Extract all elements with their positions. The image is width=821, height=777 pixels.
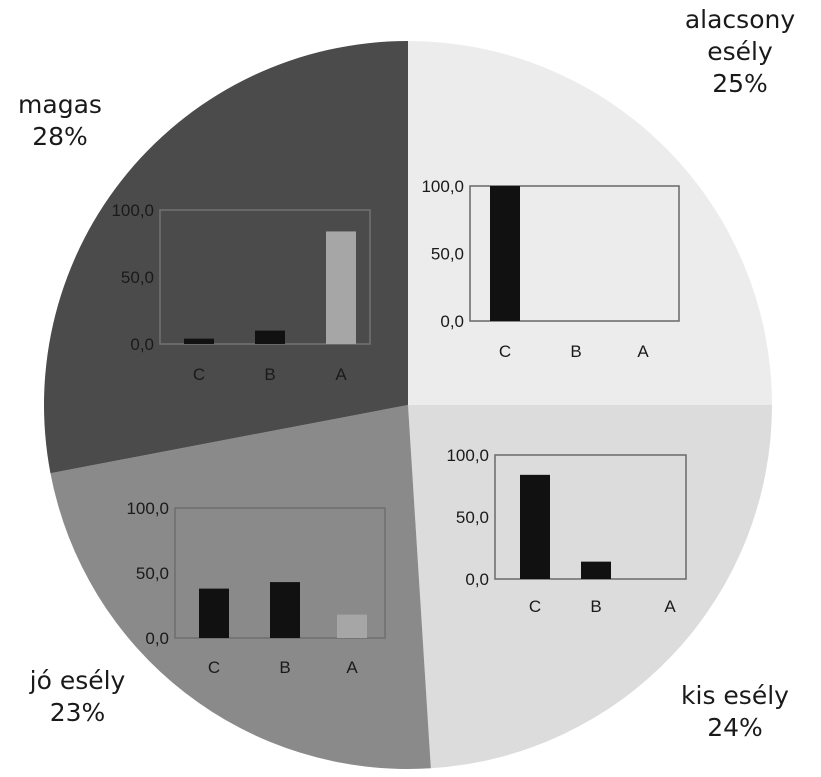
pie-slice-kis xyxy=(408,405,772,769)
y-tick-label: 100,0 xyxy=(111,201,154,220)
slice-label-line: magas xyxy=(18,90,102,119)
slice-label-line: kis esély xyxy=(681,681,789,710)
x-category-label: B xyxy=(264,365,275,384)
pie-slices xyxy=(43,41,772,769)
inset-magas: 0,0 50,0 100,0 C B A xyxy=(111,201,371,384)
y-tick-label: 0,0 xyxy=(465,570,489,589)
y-tick-label: 50,0 xyxy=(431,245,464,264)
y-tick-label: 100,0 xyxy=(126,499,169,518)
x-category-label: C xyxy=(208,658,220,677)
inset-kis: 0,0 50,0 100,0 C B A xyxy=(446,446,687,616)
bar-b xyxy=(270,582,300,638)
bar-a xyxy=(337,614,367,638)
inset-bar-charts: 0,0 50,0 100,0 C B A 0,0 50,0 100,0 C B A 0,0 50,0 100… xyxy=(111,177,687,677)
pie-slice-magas xyxy=(43,41,408,474)
y-tick-label: 100,0 xyxy=(421,177,464,196)
y-tick-label: 0,0 xyxy=(440,312,464,331)
slice-label-alacsony: alacsony esély 25% xyxy=(660,4,820,100)
y-tick-label: 50,0 xyxy=(121,268,154,287)
x-category-label: A xyxy=(335,365,347,384)
x-category-label: A xyxy=(346,658,358,677)
y-tick-label: 50,0 xyxy=(456,508,489,527)
bar-b xyxy=(581,561,611,579)
slice-label-jo: jó esély 23% xyxy=(0,665,155,729)
x-category-label: B xyxy=(279,658,290,677)
y-tick-label: 100,0 xyxy=(446,446,489,465)
bar-c xyxy=(520,474,550,579)
bar-c xyxy=(199,588,229,638)
slice-label-percent: 24% xyxy=(707,713,763,742)
y-tick-label: 50,0 xyxy=(136,564,169,583)
slice-label-percent: 28% xyxy=(32,122,88,151)
x-category-label: A xyxy=(664,597,676,616)
pie-slice-jo xyxy=(50,405,431,769)
slice-label-line: jó esély xyxy=(29,666,126,695)
slice-label-line: esély xyxy=(707,37,773,66)
bar-b xyxy=(255,330,285,344)
inset-jo: 0,0 50,0 100,0 C B A xyxy=(126,499,386,677)
x-category-label: A xyxy=(637,342,649,361)
x-category-label: C xyxy=(529,597,541,616)
bar-a xyxy=(326,231,356,344)
x-category-label: B xyxy=(590,597,601,616)
x-category-label: C xyxy=(499,342,511,361)
slice-label-kis: kis esély 24% xyxy=(660,680,810,744)
y-tick-label: 0,0 xyxy=(130,335,154,354)
slice-label-magas: magas 28% xyxy=(0,89,120,153)
slice-label-percent: 25% xyxy=(712,69,768,98)
slice-label-percent: 23% xyxy=(49,698,106,727)
inset-plot-frame xyxy=(469,185,680,322)
inset-alacsony: 0,0 50,0 100,0 C B A xyxy=(421,177,680,361)
x-category-label: B xyxy=(570,342,581,361)
slice-label-line: alacsony xyxy=(684,5,796,34)
x-category-label: C xyxy=(193,365,205,384)
bar-c xyxy=(490,186,520,321)
bar-c xyxy=(184,338,214,344)
y-tick-label: 0,0 xyxy=(145,629,169,648)
